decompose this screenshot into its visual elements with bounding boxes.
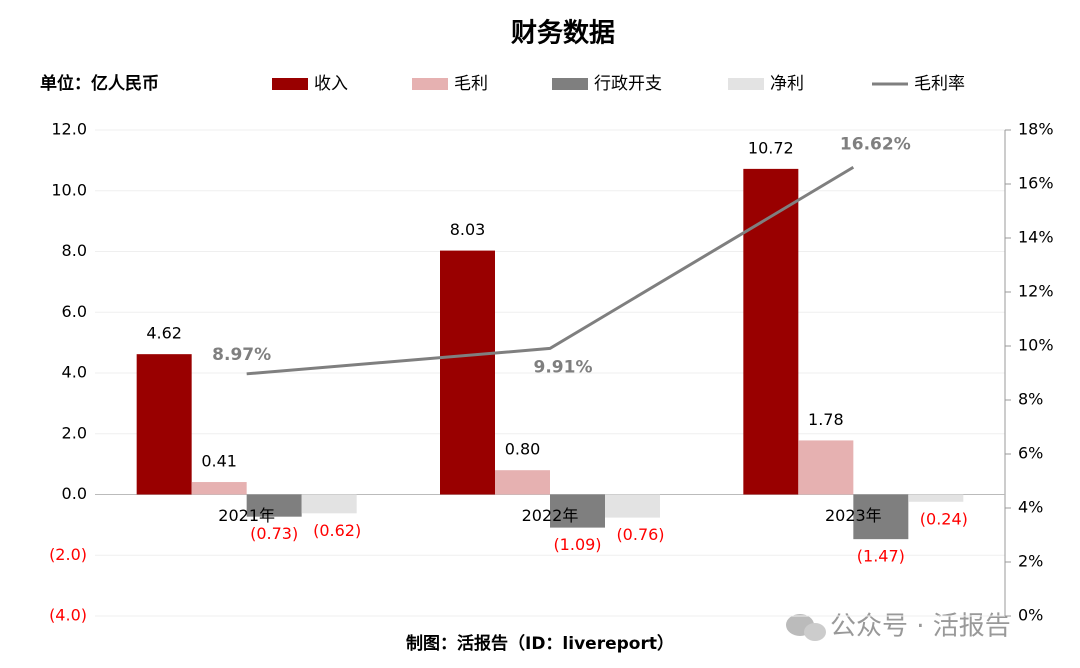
y-tick-label: (2.0)	[49, 545, 87, 564]
legend-label: 毛利	[454, 74, 488, 94]
value-label: 1.78	[808, 410, 844, 429]
legend-label: 净利	[770, 74, 804, 94]
x-tick-label: 2021年	[218, 506, 275, 525]
bar	[605, 494, 660, 518]
y2-tick-label: 18%	[1018, 120, 1054, 139]
value-label: (1.09)	[553, 535, 601, 554]
chart-title: 财务数据	[511, 19, 615, 49]
bar	[440, 250, 495, 495]
value-label: 10.72	[748, 138, 794, 157]
y2-tick-label: 8%	[1018, 390, 1043, 409]
value-label: (0.76)	[616, 525, 664, 544]
bar	[191, 482, 247, 495]
y2-tick-label: 2%	[1018, 552, 1043, 571]
legend-swatch	[728, 78, 764, 90]
value-label: 8.03	[450, 220, 486, 239]
y-tick-label: (4.0)	[49, 606, 87, 625]
bar	[301, 494, 357, 514]
y2-tick-label: 12%	[1018, 282, 1054, 301]
x-tick-label: 2023年	[825, 506, 882, 525]
legend-swatch	[552, 78, 588, 90]
y-tick-label: 12.0	[51, 120, 87, 139]
legend-swatch	[412, 78, 448, 90]
bar	[246, 494, 302, 517]
x-tick-label: 2022年	[522, 506, 579, 525]
line-value-label: 8.97%	[212, 345, 271, 365]
watermark-icon	[786, 614, 826, 641]
legend-label: 毛利率	[914, 74, 965, 94]
bar	[798, 440, 854, 495]
line-value-label: 16.62%	[840, 134, 911, 154]
y-tick-label: 8.0	[62, 241, 87, 260]
y-tick-label: 2.0	[62, 423, 87, 442]
y2-tick-label: 0%	[1018, 606, 1043, 625]
y2-tick-label: 4%	[1018, 498, 1043, 517]
legend-label: 收入	[314, 74, 348, 94]
value-label: (0.24)	[920, 509, 968, 528]
value-label: (0.73)	[250, 524, 298, 543]
y2-tick-label: 16%	[1018, 174, 1054, 193]
source-note: 制图：活报告（ID：livereport）	[406, 633, 674, 654]
bar	[550, 494, 605, 528]
y2-tick-label: 14%	[1018, 228, 1054, 247]
value-label: (0.62)	[313, 521, 361, 540]
y-tick-label: 10.0	[51, 180, 87, 199]
bar	[853, 494, 909, 540]
legend-label: 行政开支	[594, 74, 662, 94]
value-label: 4.62	[146, 324, 182, 343]
y2-tick-label: 6%	[1018, 444, 1043, 463]
y-tick-label: 6.0	[62, 302, 87, 321]
y-tick-label: 0.0	[62, 484, 87, 503]
legend-swatch	[272, 78, 308, 90]
y-tick-label: 4.0	[62, 363, 87, 382]
value-label: (1.47)	[857, 547, 905, 566]
bar	[908, 494, 964, 502]
bar	[495, 470, 550, 495]
bar	[743, 168, 799, 495]
y2-tick-label: 10%	[1018, 336, 1054, 355]
bar	[136, 354, 192, 495]
line-value-label: 9.91%	[534, 357, 593, 377]
unit-label: 单位：亿人民币	[40, 73, 159, 94]
line	[246, 165, 855, 376]
value-label: 0.80	[505, 440, 541, 459]
value-label: 0.41	[201, 452, 237, 471]
